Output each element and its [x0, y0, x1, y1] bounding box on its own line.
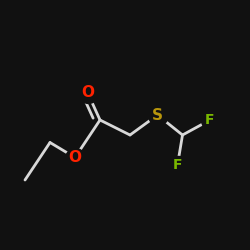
Text: F: F	[205, 113, 215, 127]
Text: O: O	[81, 85, 94, 100]
Text: F: F	[173, 158, 182, 172]
Text: O: O	[68, 150, 82, 165]
Text: S: S	[152, 108, 163, 122]
